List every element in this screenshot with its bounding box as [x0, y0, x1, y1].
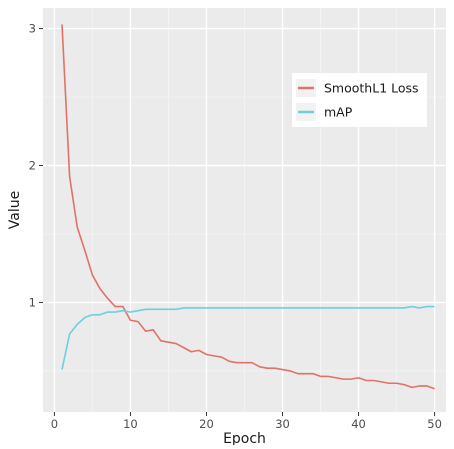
series-line-map — [61, 305, 435, 370]
y-tick-label: 3 — [29, 22, 36, 36]
x-tick-label: 40 — [351, 417, 366, 431]
x-axis-title: Epoch — [223, 431, 266, 445]
x-tick-label: 0 — [51, 417, 58, 431]
x-tick-label: 30 — [275, 417, 290, 431]
x-tick-label: 20 — [199, 417, 214, 431]
x-tick-label: 10 — [123, 417, 138, 431]
legend-label-map: mAP — [324, 105, 353, 120]
y-tick-label: 1 — [29, 295, 36, 309]
y-axis-title: Value — [7, 191, 23, 229]
legend-label-smoothl1-loss: SmoothL1 Loss — [324, 81, 419, 96]
series-line-smoothl1-loss — [61, 24, 435, 390]
x-tick-label: 50 — [427, 417, 442, 431]
y-tick-label: 2 — [29, 158, 36, 172]
